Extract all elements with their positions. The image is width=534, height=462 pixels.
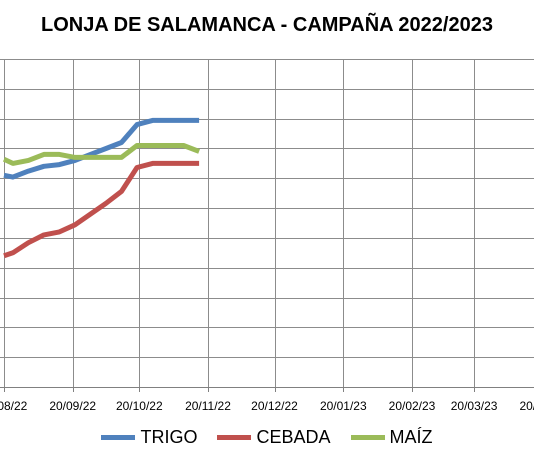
x-tick-label: 20/01/23 xyxy=(320,399,367,413)
legend-label-maiz: MAÍZ xyxy=(389,427,433,447)
x-tick-label: 20/02/23 xyxy=(389,399,436,413)
grid-lines xyxy=(0,59,534,387)
axes xyxy=(0,387,534,392)
x-tick-label: 20/04/23 xyxy=(519,399,534,413)
chart-title: LONJA DE SALAMANCA - CAMPAÑA 2022/2023 xyxy=(41,14,493,36)
x-tick-label: 20/09/22 xyxy=(49,399,96,413)
legend: TRIGO CEBADA MAÍZ xyxy=(0,427,534,448)
x-tick-label: 20/12/22 xyxy=(251,399,298,413)
series-line-maíz xyxy=(2,143,200,166)
legend-swatch-trigo xyxy=(101,435,136,440)
series-lines xyxy=(2,117,200,259)
series-line-cebada xyxy=(3,160,200,259)
legend-item-trigo: TRIGO xyxy=(101,427,197,448)
legend-label-cebada: CEBADA xyxy=(256,427,331,447)
x-tick-label: 20/10/22 xyxy=(116,399,163,413)
legend-label-trigo: TRIGO xyxy=(140,427,198,447)
x-tick-label: 20/08/22 xyxy=(0,399,28,413)
legend-item-cebada: CEBADA xyxy=(217,427,331,448)
series-line-trigo xyxy=(3,117,200,180)
legend-swatch-cebada xyxy=(217,435,252,440)
x-tick-labels: 20/08/22 20/09/22 20/10/22 20/11/22 20/12/22… xyxy=(0,399,534,413)
x-tick-label: 20/11/22 xyxy=(185,399,231,413)
legend-swatch-maiz xyxy=(350,435,385,440)
x-tick-label: 20/03/23 xyxy=(451,399,498,413)
legend-item-maiz: MAÍZ xyxy=(350,427,433,448)
